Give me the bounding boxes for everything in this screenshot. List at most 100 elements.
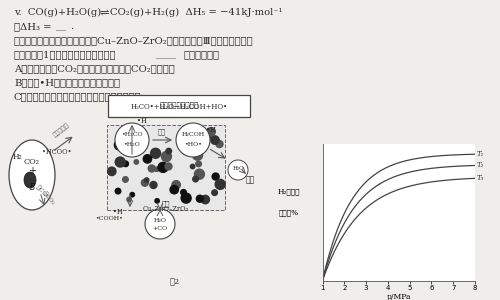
Bar [108, 95, 250, 117]
Circle shape [162, 152, 172, 161]
Text: Cu–ZnO–ZrO₂: Cu–ZnO–ZrO₂ [143, 205, 189, 213]
Circle shape [196, 161, 202, 167]
Text: •H: •H [113, 208, 123, 216]
Circle shape [122, 177, 128, 182]
Text: v.  CO(g)+H₂O(g): v. CO(g)+H₂O(g) [14, 8, 101, 17]
Circle shape [216, 141, 223, 148]
Ellipse shape [24, 172, 36, 188]
Text: T₂: T₂ [476, 161, 484, 169]
Circle shape [142, 179, 148, 186]
Circle shape [207, 128, 216, 136]
Circle shape [127, 197, 132, 202]
Circle shape [144, 178, 149, 182]
Circle shape [150, 148, 160, 158]
Circle shape [165, 163, 172, 170]
Text: 甲CO₂: 甲CO₂ [34, 184, 50, 200]
Circle shape [114, 140, 124, 150]
Text: CO₂: CO₂ [24, 158, 40, 166]
Text: •H₂CO: •H₂CO [121, 133, 143, 137]
Text: .: . [70, 22, 73, 31]
Circle shape [115, 188, 121, 194]
Text: H₂: H₂ [12, 153, 22, 161]
Circle shape [190, 164, 195, 169]
Ellipse shape [9, 140, 55, 210]
Circle shape [188, 139, 194, 145]
Circle shape [143, 155, 152, 163]
Circle shape [108, 167, 116, 176]
Text: B．活性•H是合成甲醇的必要中间体: B．活性•H是合成甲醇的必要中间体 [14, 78, 120, 87]
Text: A．增大体系中CO₂的投入量有利于提高CO₂的转化率: A．增大体系中CO₂的投入量有利于提高CO₂的转化率 [14, 64, 175, 73]
Circle shape [134, 160, 138, 164]
Circle shape [150, 182, 157, 188]
Circle shape [166, 148, 172, 154]
Text: __: __ [56, 22, 66, 31]
Circle shape [148, 165, 155, 172]
Text: +CO: +CO [152, 226, 168, 230]
Text: H₂COH: H₂COH [182, 133, 204, 137]
Text: C．使用催化剂可以降低反应的活化能及反应热: C．使用催化剂可以降低反应的活化能及反应热 [14, 92, 141, 101]
Text: ____: ____ [156, 50, 176, 59]
Text: 甲氧基水解生成甲醇: 甲氧基水解生成甲醇 [160, 100, 198, 108]
Text: B: B [30, 182, 35, 191]
Circle shape [176, 123, 210, 157]
Circle shape [215, 179, 225, 189]
Text: CO₂(g)+H₂(g)  ΔH₅ = −41kJ·mol⁻¹: CO₂(g)+H₂(g) ΔH₅ = −41kJ·mol⁻¹ [110, 8, 282, 17]
Circle shape [212, 190, 218, 195]
Circle shape [123, 161, 128, 167]
Circle shape [196, 130, 202, 137]
Circle shape [172, 181, 180, 189]
Text: H₂O: H₂O [154, 218, 166, 223]
Bar [107, 125, 225, 210]
Text: +: + [28, 166, 36, 176]
Text: 转化率%: 转化率% [279, 208, 299, 216]
Circle shape [204, 132, 211, 139]
Text: 大孔: 大孔 [162, 199, 170, 207]
Text: T₁: T₁ [476, 150, 484, 158]
Text: •COOH•: •COOH• [95, 217, 123, 221]
Circle shape [130, 138, 138, 147]
Circle shape [194, 169, 204, 179]
Text: ①ΔH₃ =: ①ΔH₃ = [14, 22, 54, 31]
Circle shape [180, 190, 186, 195]
Text: 甲醇化路径: 甲醇化路径 [52, 122, 70, 138]
Text: •H: •H [206, 126, 216, 134]
Circle shape [182, 141, 186, 145]
Circle shape [193, 134, 200, 141]
Circle shape [170, 185, 178, 194]
Circle shape [137, 144, 142, 150]
Circle shape [115, 123, 149, 157]
Circle shape [145, 209, 175, 239]
Circle shape [181, 193, 191, 203]
Circle shape [211, 136, 219, 144]
Text: •H: •H [137, 117, 147, 125]
Circle shape [192, 150, 202, 160]
Circle shape [182, 148, 188, 154]
Text: ②我国科学研究工作者研究了在Cu–ZnO–ZrO₂催化剂条件下Ⅲ的反应机理。反: ②我国科学研究工作者研究了在Cu–ZnO–ZrO₂催化剂条件下Ⅲ的反应机理。反 [14, 36, 254, 45]
Text: H₂的平衡: H₂的平衡 [278, 188, 300, 196]
Text: •H₂O: •H₂O [124, 142, 140, 146]
Circle shape [154, 167, 159, 172]
X-axis label: p/MPa: p/MPa [386, 293, 411, 300]
Circle shape [196, 195, 203, 202]
Text: （填字母）。: （填字母）。 [183, 50, 219, 59]
Circle shape [228, 160, 248, 180]
Text: H₂O: H₂O [232, 167, 244, 172]
Text: 应机理如图1所示。下列说法正确的是: 应机理如图1所示。下列说法正确的是 [14, 50, 117, 59]
Circle shape [115, 157, 125, 167]
Circle shape [195, 150, 199, 154]
Text: 甲醇: 甲醇 [246, 176, 254, 184]
Circle shape [201, 195, 209, 204]
Text: 图2: 图2 [170, 278, 180, 286]
Text: 水解: 水解 [158, 127, 166, 135]
Text: •HCOO•: •HCOO• [42, 148, 72, 156]
Text: H₂CO•+H₂O→H₂COH+HO•: H₂CO•+H₂O→H₂COH+HO• [130, 103, 228, 111]
Circle shape [200, 132, 204, 137]
Text: T₃: T₃ [476, 174, 484, 182]
Circle shape [155, 199, 160, 203]
Text: •HO•: •HO• [184, 142, 202, 146]
Text: 甲CO₂: 甲CO₂ [42, 190, 56, 206]
Circle shape [193, 176, 198, 182]
Text: ⇌: ⇌ [100, 8, 110, 18]
Circle shape [158, 162, 168, 172]
Circle shape [212, 173, 219, 180]
